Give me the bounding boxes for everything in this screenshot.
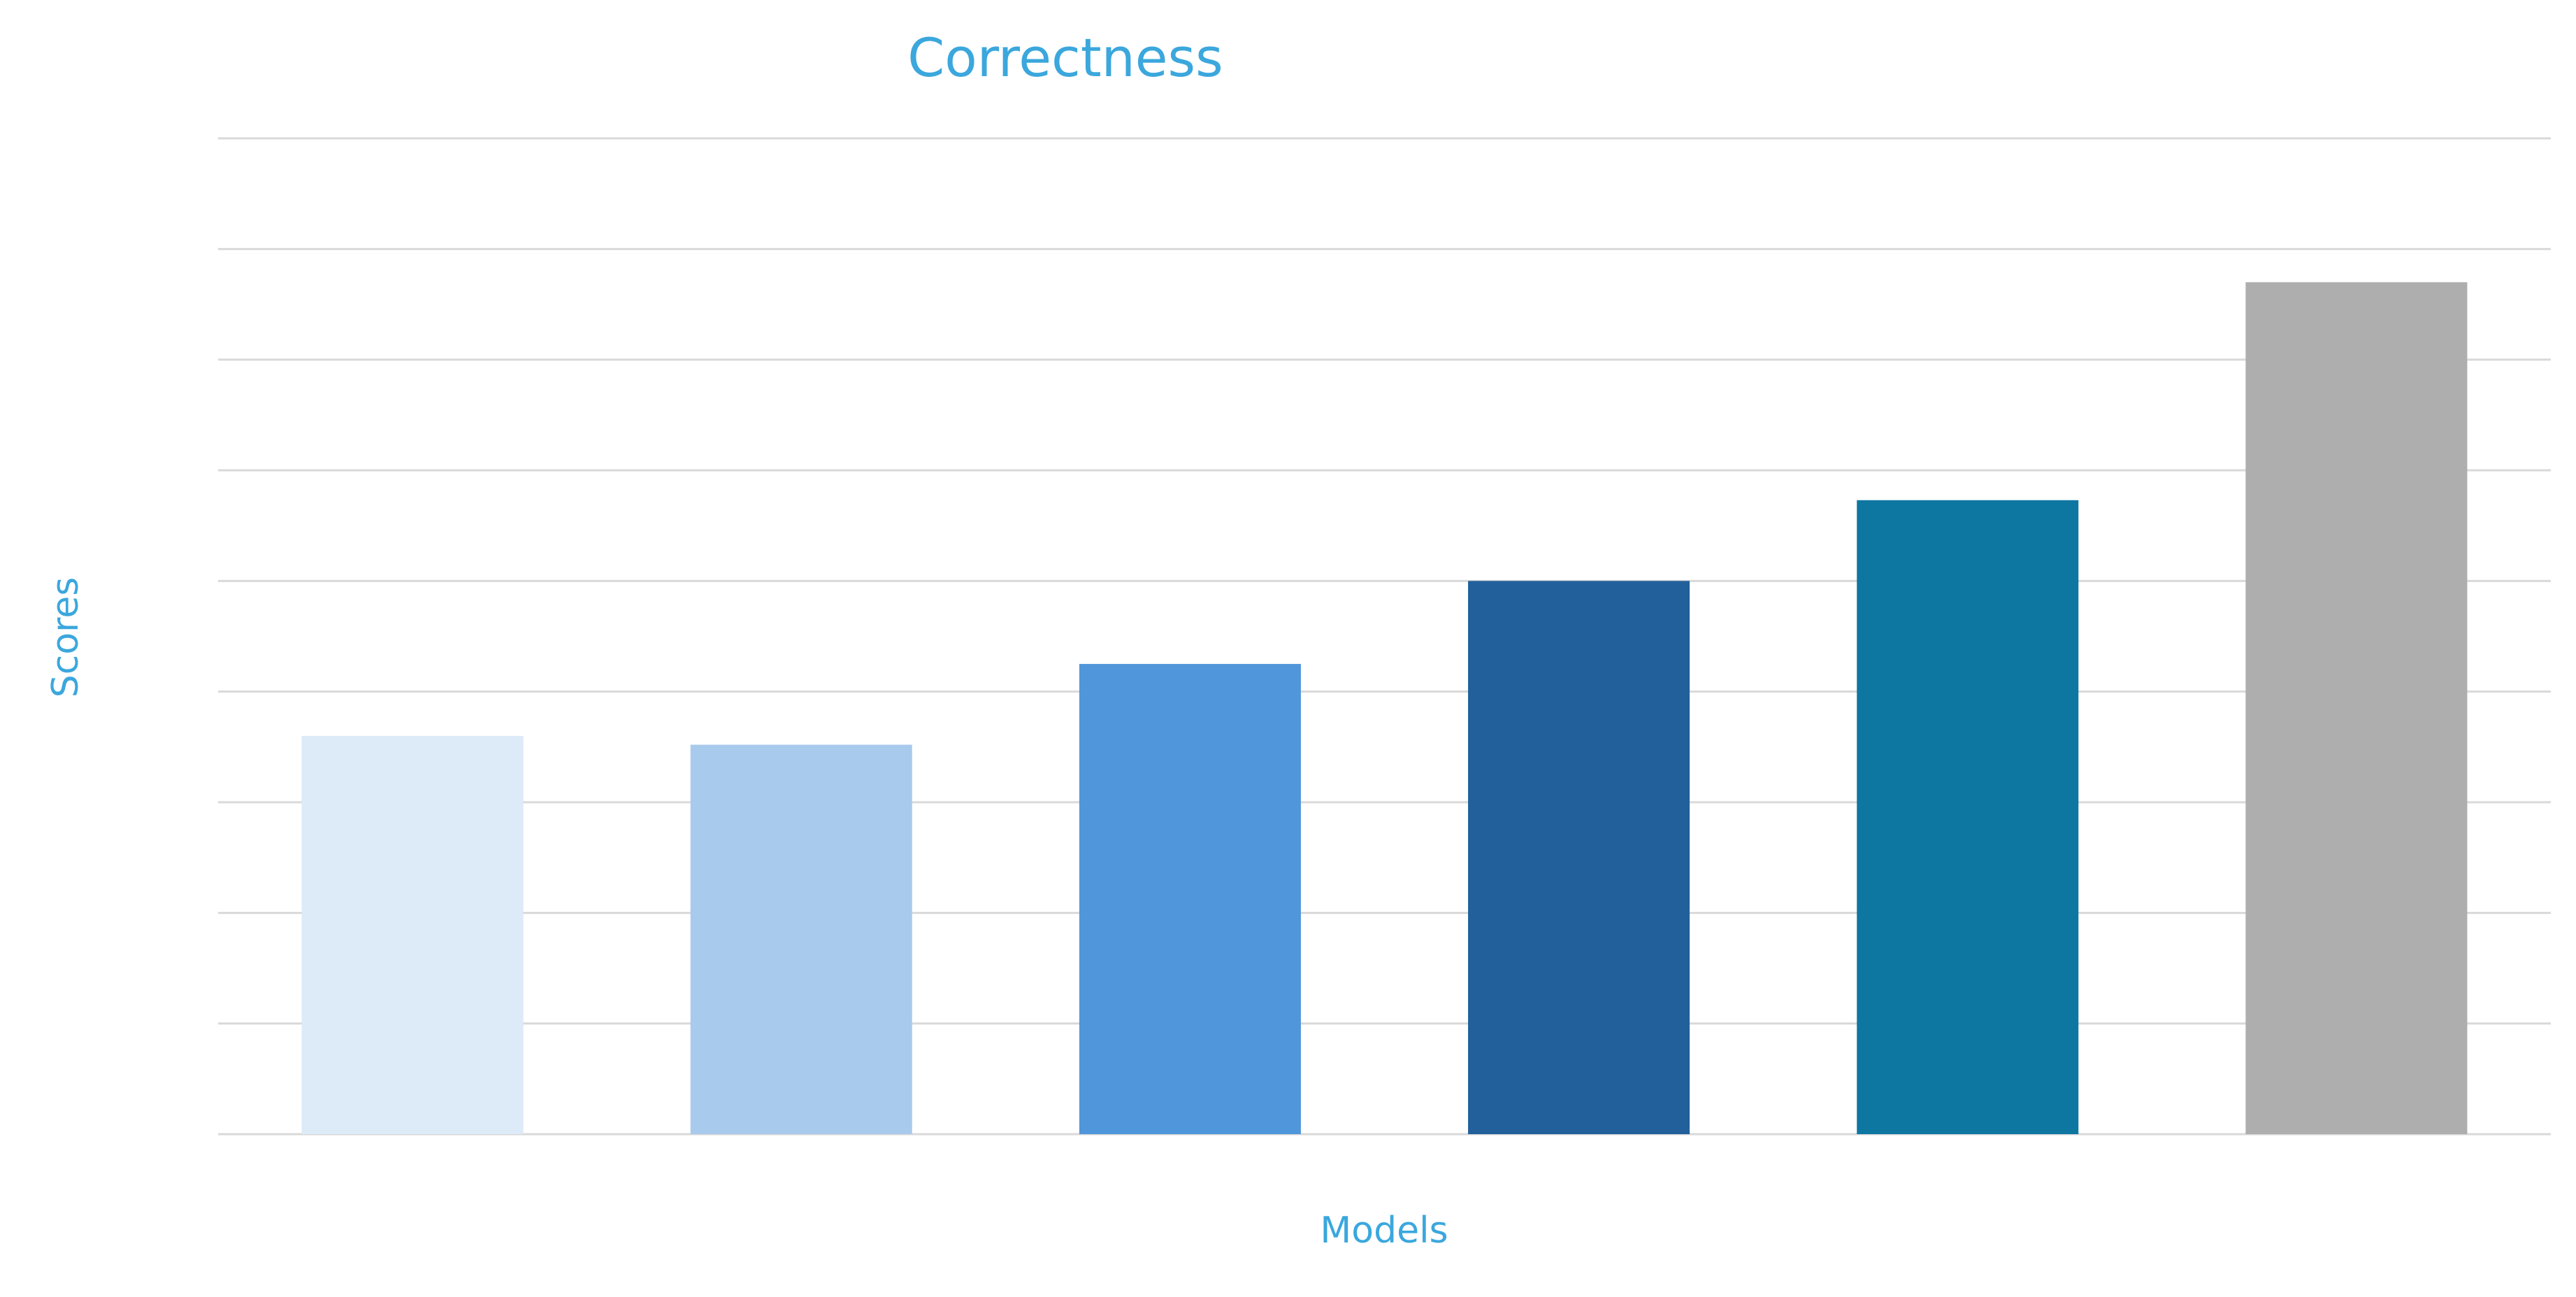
bar <box>690 744 912 1134</box>
x-axis-label: Models <box>1320 1210 1448 1252</box>
y-axis-label: Scores <box>45 577 87 698</box>
chart-title: Correctness <box>907 27 1223 89</box>
bar <box>1857 500 2079 1134</box>
bar <box>1468 581 1690 1134</box>
bar <box>2245 282 2468 1134</box>
bar <box>1079 664 1301 1134</box>
bar <box>301 736 524 1134</box>
